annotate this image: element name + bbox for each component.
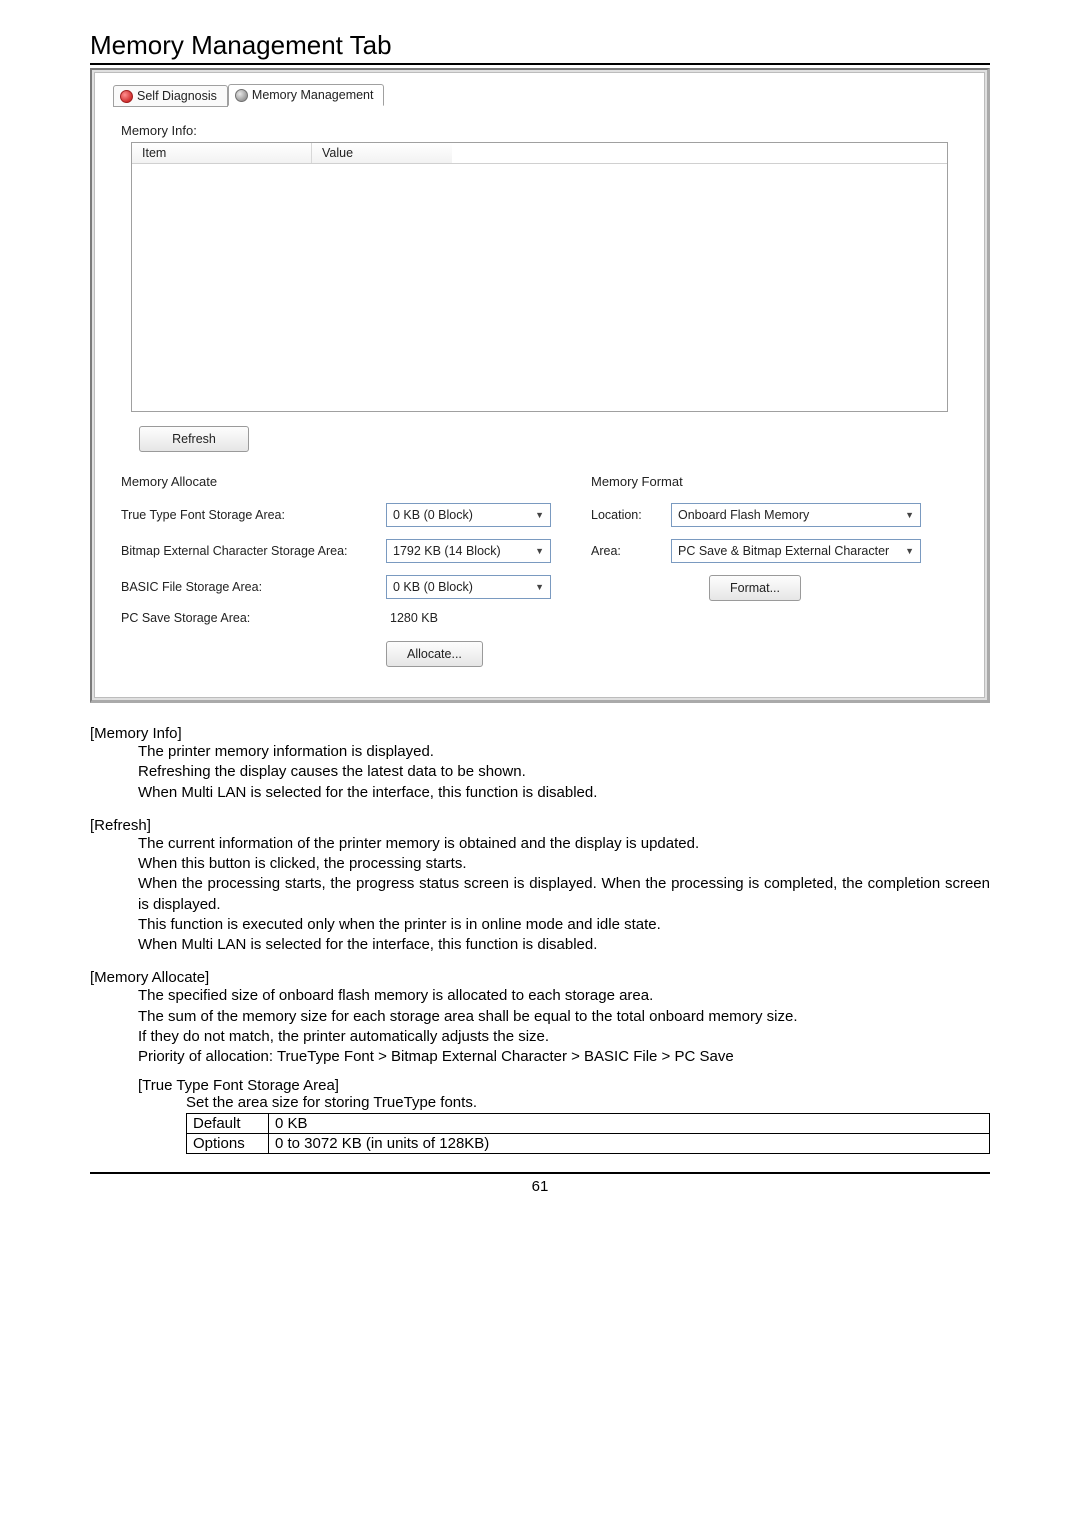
tab-label: Self Diagnosis <box>137 89 217 103</box>
desc-memalloc-head: [Memory Allocate] <box>90 969 990 986</box>
area-label: Area: <box>591 544 661 558</box>
chevron-down-icon: ▼ <box>535 582 544 592</box>
desc-memory-info-body: The printer memory information is displa… <box>138 742 990 803</box>
area-value: PC Save & Bitmap External Character <box>678 544 889 558</box>
desc-memalloc-body: The specified size of onboard flash memo… <box>138 986 990 1067</box>
memory-allocate-title: Memory Allocate <box>121 474 551 489</box>
column-value[interactable]: Value <box>312 143 452 163</box>
memory-format-title: Memory Format <box>591 474 958 489</box>
allocate-button[interactable]: Allocate... <box>386 641 483 667</box>
tab-label: Memory Management <box>252 88 374 102</box>
ttf-label: True Type Font Storage Area: <box>121 508 376 522</box>
chevron-down-icon: ▼ <box>905 510 914 520</box>
chevron-down-icon: ▼ <box>535 546 544 556</box>
ttf-options-table: Default 0 KB Options 0 to 3072 KB (in un… <box>186 1113 990 1154</box>
memory-info-table: Item Value <box>131 142 948 412</box>
basic-value: 0 KB (0 Block) <box>393 580 473 594</box>
desc-ttf-body: Set the area size for storing TrueType f… <box>186 1094 990 1111</box>
page-number: 61 <box>90 1172 990 1195</box>
description-text: [Memory Info] The printer memory informa… <box>90 725 990 1154</box>
location-value: Onboard Flash Memory <box>678 508 809 522</box>
bitmap-label: Bitmap External Character Storage Area: <box>121 544 376 558</box>
desc-refresh-head: [Refresh] <box>90 817 990 834</box>
pcsave-value: 1280 KB <box>386 611 438 625</box>
location-select[interactable]: Onboard Flash Memory ▼ <box>671 503 921 527</box>
memory-allocate-group: Memory Allocate True Type Font Storage A… <box>121 474 551 667</box>
table-cell-options-val: 0 to 3072 KB (in units of 128KB) <box>269 1134 990 1154</box>
format-button[interactable]: Format... <box>709 575 801 601</box>
desc-refresh-body: The current information of the printer m… <box>138 834 990 956</box>
tab-self-diagnosis[interactable]: Self Diagnosis <box>113 85 228 107</box>
ttf-select[interactable]: 0 KB (0 Block) ▼ <box>386 503 551 527</box>
area-select[interactable]: PC Save & Bitmap External Character ▼ <box>671 539 921 563</box>
memory-format-group: Memory Format Location: Onboard Flash Me… <box>591 474 958 667</box>
column-item[interactable]: Item <box>132 143 312 163</box>
chevron-down-icon: ▼ <box>535 510 544 520</box>
ttf-value: 0 KB (0 Block) <box>393 508 473 522</box>
memory-info-label: Memory Info: <box>121 123 966 138</box>
page-title: Memory Management Tab <box>90 30 990 65</box>
basic-select[interactable]: 0 KB (0 Block) ▼ <box>386 575 551 599</box>
location-label: Location: <box>591 508 661 522</box>
desc-ttf-head: [True Type Font Storage Area] <box>138 1077 990 1094</box>
desc-memory-info-head: [Memory Info] <box>90 725 990 742</box>
screenshot-panel: Self Diagnosis Memory Management Memory … <box>94 72 985 698</box>
chevron-down-icon: ▼ <box>905 546 914 556</box>
screenshot-frame: Self Diagnosis Memory Management Memory … <box>90 68 990 703</box>
bitmap-value: 1792 KB (14 Block) <box>393 544 501 558</box>
minus-circle-icon <box>120 90 133 103</box>
bitmap-select[interactable]: 1792 KB (14 Block) ▼ <box>386 539 551 563</box>
basic-label: BASIC File Storage Area: <box>121 580 376 594</box>
table-header: Item Value <box>132 143 947 164</box>
table-cell-default-val: 0 KB <box>269 1114 990 1134</box>
table-cell-options-key: Options <box>187 1134 269 1154</box>
pcsave-label: PC Save Storage Area: <box>121 611 376 625</box>
tab-bar: Self Diagnosis Memory Management <box>113 83 966 105</box>
table-cell-default-key: Default <box>187 1114 269 1134</box>
refresh-button[interactable]: Refresh <box>139 426 249 452</box>
tab-memory-management[interactable]: Memory Management <box>228 84 385 106</box>
chip-icon <box>235 89 248 102</box>
